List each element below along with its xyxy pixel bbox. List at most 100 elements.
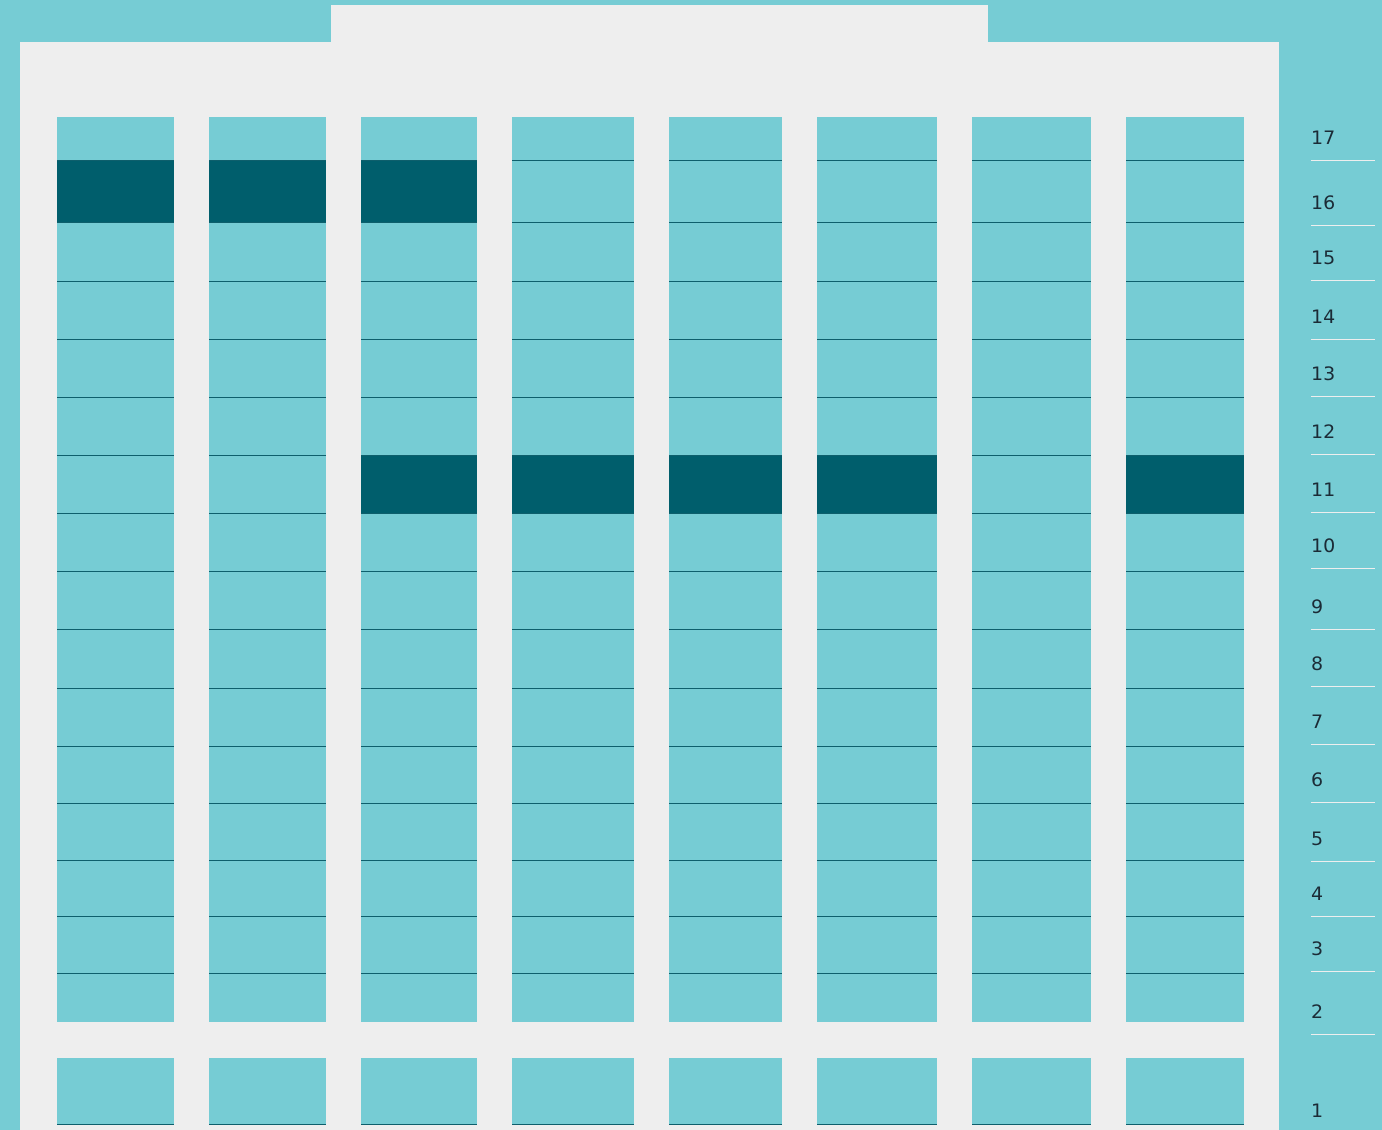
unit[interactable] [669,514,782,572]
unit[interactable] [57,223,174,282]
unit-highlighted[interactable] [57,161,174,223]
unit[interactable] [1126,974,1244,1022]
unit[interactable] [972,398,1091,456]
unit[interactable] [361,117,477,161]
unit[interactable] [361,1058,477,1125]
unit[interactable] [57,1058,174,1125]
unit[interactable] [57,340,174,398]
unit[interactable] [972,223,1091,282]
unit[interactable] [1126,398,1244,456]
unit[interactable] [361,974,477,1022]
unit[interactable] [1126,282,1244,340]
unit[interactable] [972,804,1091,861]
unit[interactable] [817,282,937,340]
unit[interactable] [512,572,634,630]
unit[interactable] [1126,689,1244,747]
unit[interactable] [361,340,477,398]
unit[interactable] [972,117,1091,161]
unit-highlighted[interactable] [361,456,477,514]
unit[interactable] [209,804,326,861]
unit[interactable] [972,861,1091,917]
unit[interactable] [361,689,477,747]
unit[interactable] [1126,630,1244,689]
unit[interactable] [972,974,1091,1022]
unit[interactable] [361,398,477,456]
unit[interactable] [512,398,634,456]
unit[interactable] [972,630,1091,689]
unit[interactable] [57,974,174,1022]
unit-highlighted[interactable] [817,456,937,514]
unit[interactable] [57,804,174,861]
unit[interactable] [972,514,1091,572]
unit[interactable] [972,282,1091,340]
unit[interactable] [361,804,477,861]
unit[interactable] [817,630,937,689]
unit[interactable] [512,161,634,223]
unit[interactable] [669,804,782,861]
unit[interactable] [512,917,634,974]
unit[interactable] [512,630,634,689]
unit[interactable] [669,747,782,804]
unit[interactable] [1126,223,1244,282]
unit[interactable] [57,514,174,572]
unit[interactable] [1126,161,1244,223]
unit[interactable] [1126,861,1244,917]
unit[interactable] [209,572,326,630]
unit[interactable] [1126,1058,1244,1125]
unit[interactable] [817,804,937,861]
unit[interactable] [1126,340,1244,398]
unit[interactable] [361,917,477,974]
unit[interactable] [209,117,326,161]
unit[interactable] [361,282,477,340]
unit[interactable] [972,747,1091,804]
unit[interactable] [209,1058,326,1125]
unit[interactable] [57,917,174,974]
unit[interactable] [512,689,634,747]
unit[interactable] [512,861,634,917]
unit[interactable] [209,514,326,572]
unit[interactable] [361,223,477,282]
unit[interactable] [817,161,937,223]
unit[interactable] [57,117,174,161]
unit[interactable] [209,223,326,282]
unit[interactable] [209,974,326,1022]
unit[interactable] [209,747,326,804]
unit[interactable] [669,572,782,630]
unit[interactable] [669,117,782,161]
unit[interactable] [57,572,174,630]
unit[interactable] [972,572,1091,630]
unit[interactable] [669,223,782,282]
unit[interactable] [209,282,326,340]
unit[interactable] [57,282,174,340]
unit[interactable] [669,861,782,917]
unit[interactable] [57,689,174,747]
unit[interactable] [209,398,326,456]
unit[interactable] [361,630,477,689]
unit-highlighted[interactable] [1126,456,1244,514]
unit[interactable] [209,456,326,514]
unit[interactable] [817,117,937,161]
unit[interactable] [669,282,782,340]
unit[interactable] [669,340,782,398]
unit[interactable] [512,340,634,398]
unit-highlighted[interactable] [361,161,477,223]
unit[interactable] [57,861,174,917]
unit[interactable] [817,747,937,804]
unit[interactable] [512,804,634,861]
unit[interactable] [361,861,477,917]
unit[interactable] [972,340,1091,398]
unit[interactable] [972,1058,1091,1125]
unit[interactable] [1126,117,1244,161]
unit[interactable] [669,689,782,747]
unit[interactable] [512,282,634,340]
unit[interactable] [669,1058,782,1125]
unit[interactable] [361,514,477,572]
unit-highlighted[interactable] [669,456,782,514]
unit[interactable] [817,974,937,1022]
unit[interactable] [512,747,634,804]
unit[interactable] [1126,804,1244,861]
unit[interactable] [669,161,782,223]
unit[interactable] [512,974,634,1022]
unit[interactable] [57,747,174,804]
unit[interactable] [512,117,634,161]
